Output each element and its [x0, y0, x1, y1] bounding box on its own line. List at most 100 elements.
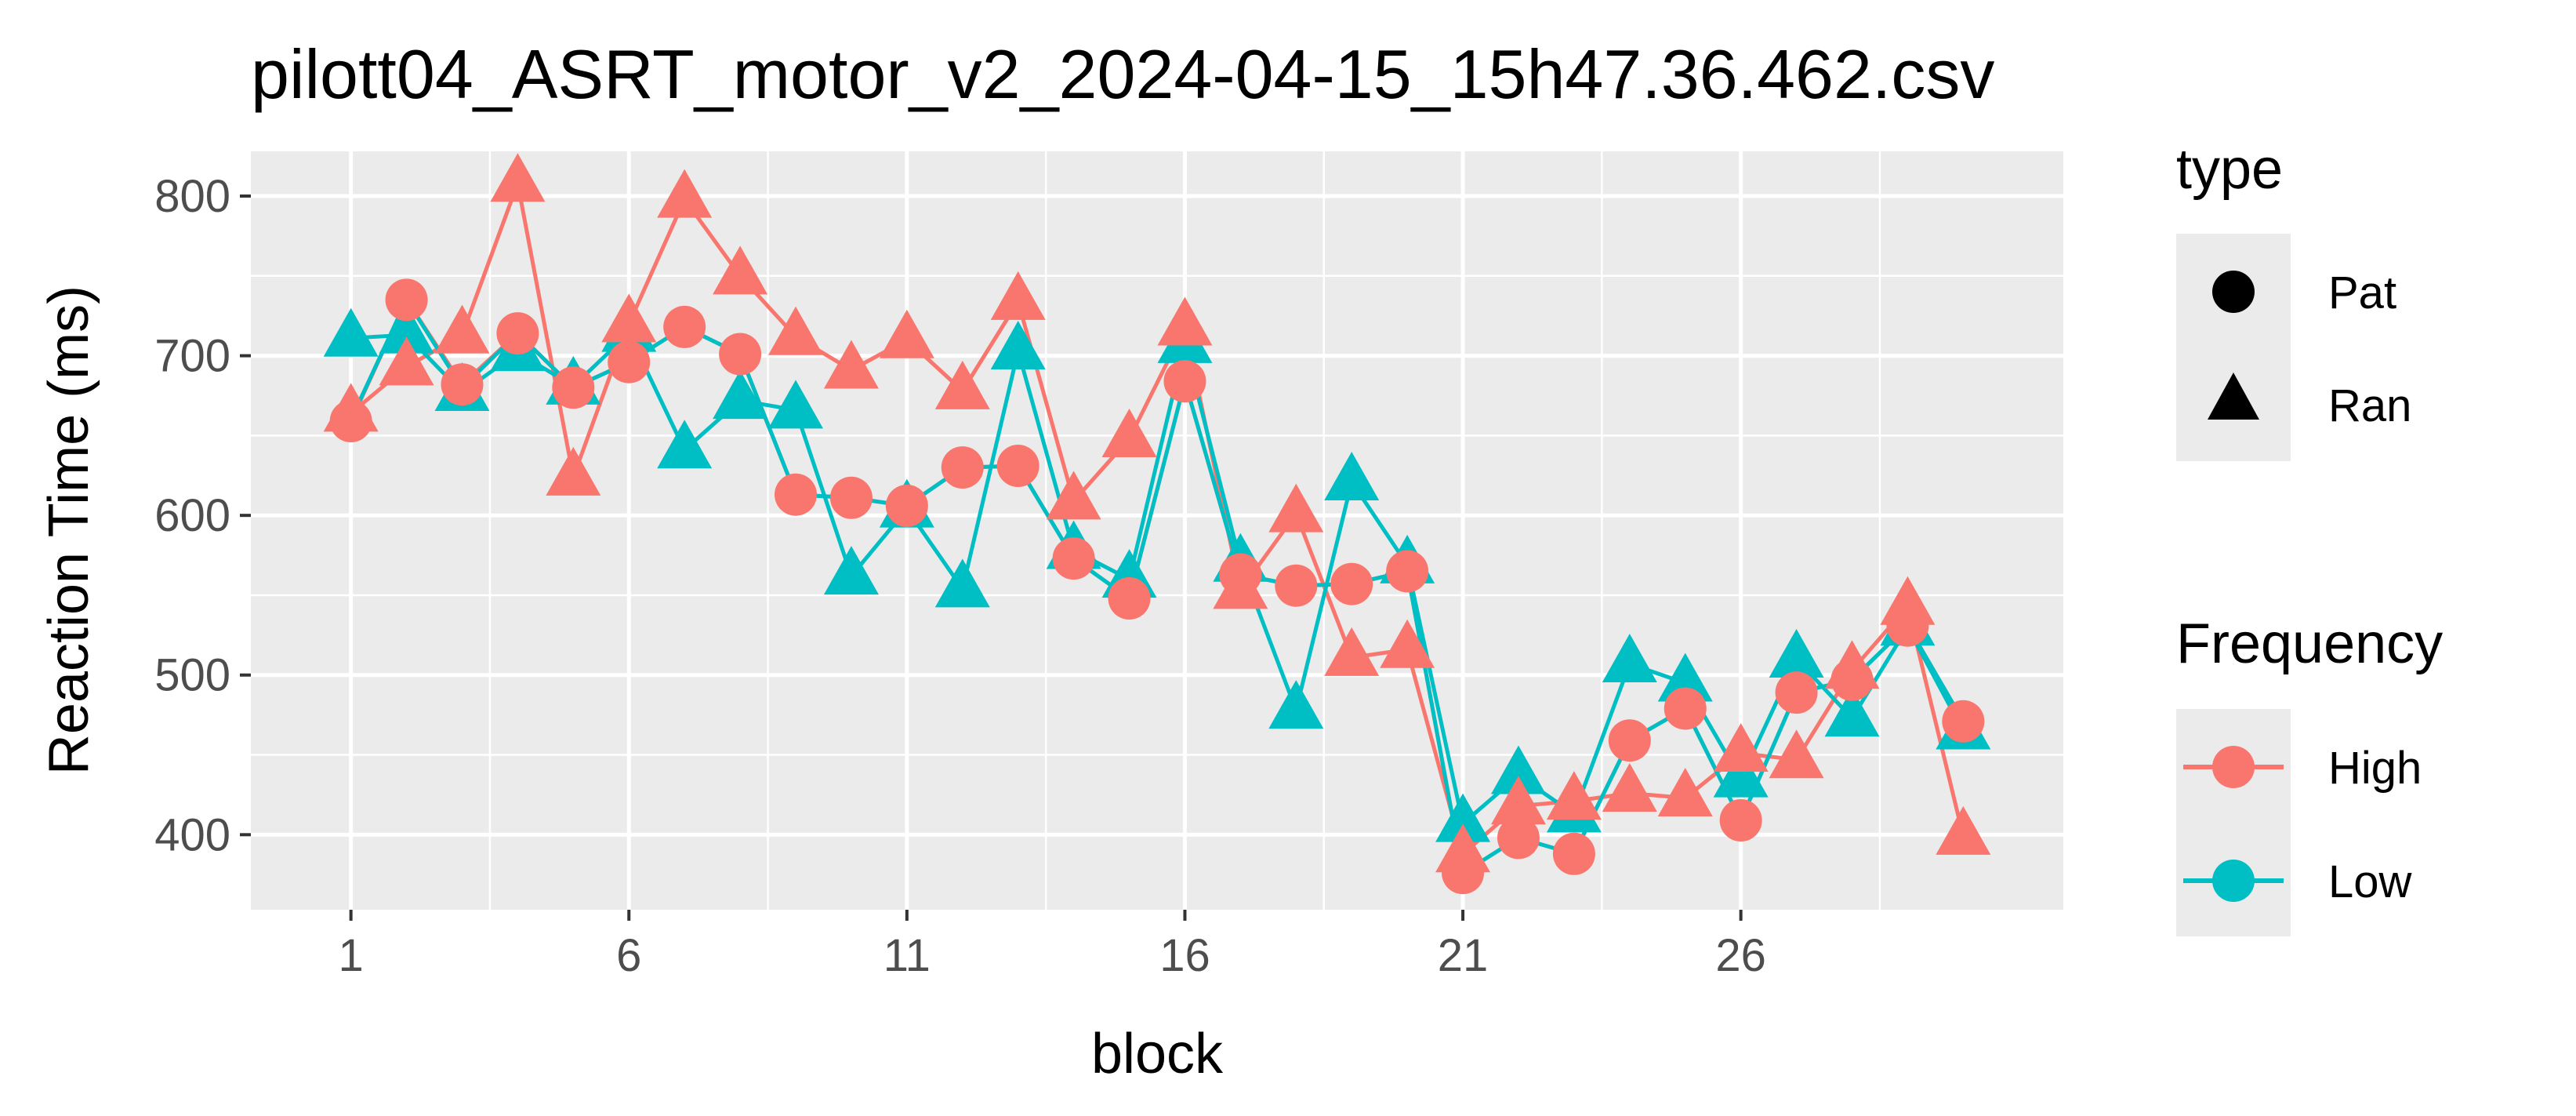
x-axis-title: block — [1091, 1023, 1224, 1085]
point-high-pat — [1386, 550, 1429, 593]
point-high-ran — [1380, 619, 1435, 668]
point-high-pat — [385, 278, 428, 322]
point-high-pat — [663, 305, 706, 348]
point-high-pat — [496, 312, 539, 355]
point-low-ran — [768, 380, 824, 429]
x-tick-label: 26 — [1715, 930, 1766, 981]
plot-panel — [251, 151, 2063, 910]
point-high-ran — [768, 306, 824, 355]
point-high-ran — [1157, 296, 1213, 346]
y-tick-label: 700 — [154, 331, 230, 382]
point-high-pat — [1052, 537, 1095, 580]
point-high-pat — [1163, 360, 1206, 403]
point-high-ran — [1602, 762, 1657, 812]
x-tick-label: 21 — [1438, 930, 1489, 981]
point-high-pat — [1108, 577, 1151, 620]
point-low-ran — [1824, 688, 1880, 737]
point-high-pat — [719, 333, 762, 376]
point-high-pat — [1219, 553, 1262, 596]
point-high-ran — [601, 293, 657, 343]
point-low-ran — [1657, 653, 1713, 702]
grid-major — [251, 151, 2063, 910]
point-high-ran — [1490, 776, 1546, 825]
series-points — [323, 153, 1991, 895]
y-tick-label: 800 — [154, 171, 230, 222]
point-high-pat — [775, 473, 818, 516]
point-high-ran — [934, 360, 990, 409]
point-high-pat — [1552, 832, 1595, 875]
chart-title: pilott04_ASRT_motor_v2_2024-04-15_15h47.… — [251, 35, 1994, 113]
point-high-ran — [490, 153, 546, 202]
legend-item-high: High — [2328, 743, 2422, 794]
point-high-ran — [990, 271, 1046, 320]
point-high-pat — [1275, 564, 1318, 607]
point-high-pat — [441, 363, 484, 406]
point-high-pat — [1442, 852, 1485, 895]
point-high-pat — [329, 400, 372, 443]
x-tick-label: 11 — [883, 930, 931, 981]
point-high-ran — [1268, 483, 1324, 533]
grid-minor — [251, 151, 2063, 910]
point-low-ran — [1268, 680, 1324, 729]
point-low-ran — [823, 546, 879, 595]
legend-frequency-key-bg — [2176, 709, 2291, 936]
point-low-ran — [1324, 451, 1380, 500]
point-low-ran — [657, 420, 713, 469]
point-high-ran — [1324, 627, 1380, 676]
y-tick-label: 500 — [154, 650, 230, 701]
legend-triangle-icon — [2208, 373, 2259, 420]
point-high-pat — [996, 445, 1039, 488]
x-tick-label: 16 — [1159, 930, 1210, 981]
point-high-pat — [1775, 671, 1818, 714]
x-axis: 1 6 11 16 21 26 — [339, 910, 1766, 981]
legend-item-low: Low — [2328, 856, 2413, 907]
point-low-ran — [713, 370, 768, 420]
y-tick-label: 600 — [154, 490, 230, 541]
point-low-ran — [1769, 628, 1824, 678]
point-high-pat — [1664, 687, 1707, 730]
legend-high-circle-icon — [2212, 746, 2255, 788]
point-high-pat — [1830, 658, 1874, 701]
point-high-pat — [608, 340, 651, 384]
point-high-ran — [379, 336, 434, 386]
point-high-ran — [1769, 729, 1824, 779]
point-high-ran — [713, 245, 768, 295]
y-tick-label: 400 — [154, 809, 230, 860]
y-axis-title: Reaction Time (ms) — [38, 285, 100, 775]
x-tick-label: 6 — [616, 930, 641, 981]
point-high-ran — [1546, 771, 1602, 820]
y-axis: 400 500 600 700 800 — [154, 171, 251, 860]
point-high-pat — [1497, 816, 1540, 860]
legend-item-pat: Pat — [2328, 267, 2396, 318]
point-low-ran — [323, 307, 379, 357]
point-high-pat — [1942, 700, 1985, 743]
legend-frequency-title: Frequency — [2176, 613, 2443, 675]
point-high-pat — [1608, 719, 1651, 762]
point-high-ran — [1936, 805, 1991, 855]
point-low-ran — [1490, 745, 1546, 794]
point-high-ran — [1101, 409, 1157, 458]
point-high-pat — [885, 484, 928, 527]
point-high-pat — [552, 366, 595, 409]
point-high-ran — [546, 446, 601, 496]
legend-type-title: type — [2176, 138, 2283, 201]
legend-circle-icon — [2212, 271, 2255, 313]
legend-type-key-bg — [2176, 234, 2291, 461]
x-tick-label: 1 — [339, 930, 364, 981]
legend-low-circle-icon — [2212, 860, 2255, 902]
point-high-pat — [1330, 562, 1373, 605]
point-high-ran — [1657, 768, 1713, 817]
point-high-ran — [657, 169, 713, 218]
point-high-pat — [1719, 798, 1762, 842]
point-low-ran — [1435, 793, 1491, 842]
point-high-pat — [829, 476, 873, 519]
point-low-ran — [990, 321, 1046, 370]
point-high-ran — [879, 309, 934, 358]
point-low-ran — [379, 304, 434, 354]
point-low-ran — [1713, 748, 1769, 798]
legend-item-ran: Ran — [2328, 380, 2411, 431]
point-low-ran — [1602, 634, 1657, 683]
legend-frequency: Frequency High Low — [2176, 613, 2443, 936]
legend-type: type Pat Ran — [2176, 138, 2411, 461]
